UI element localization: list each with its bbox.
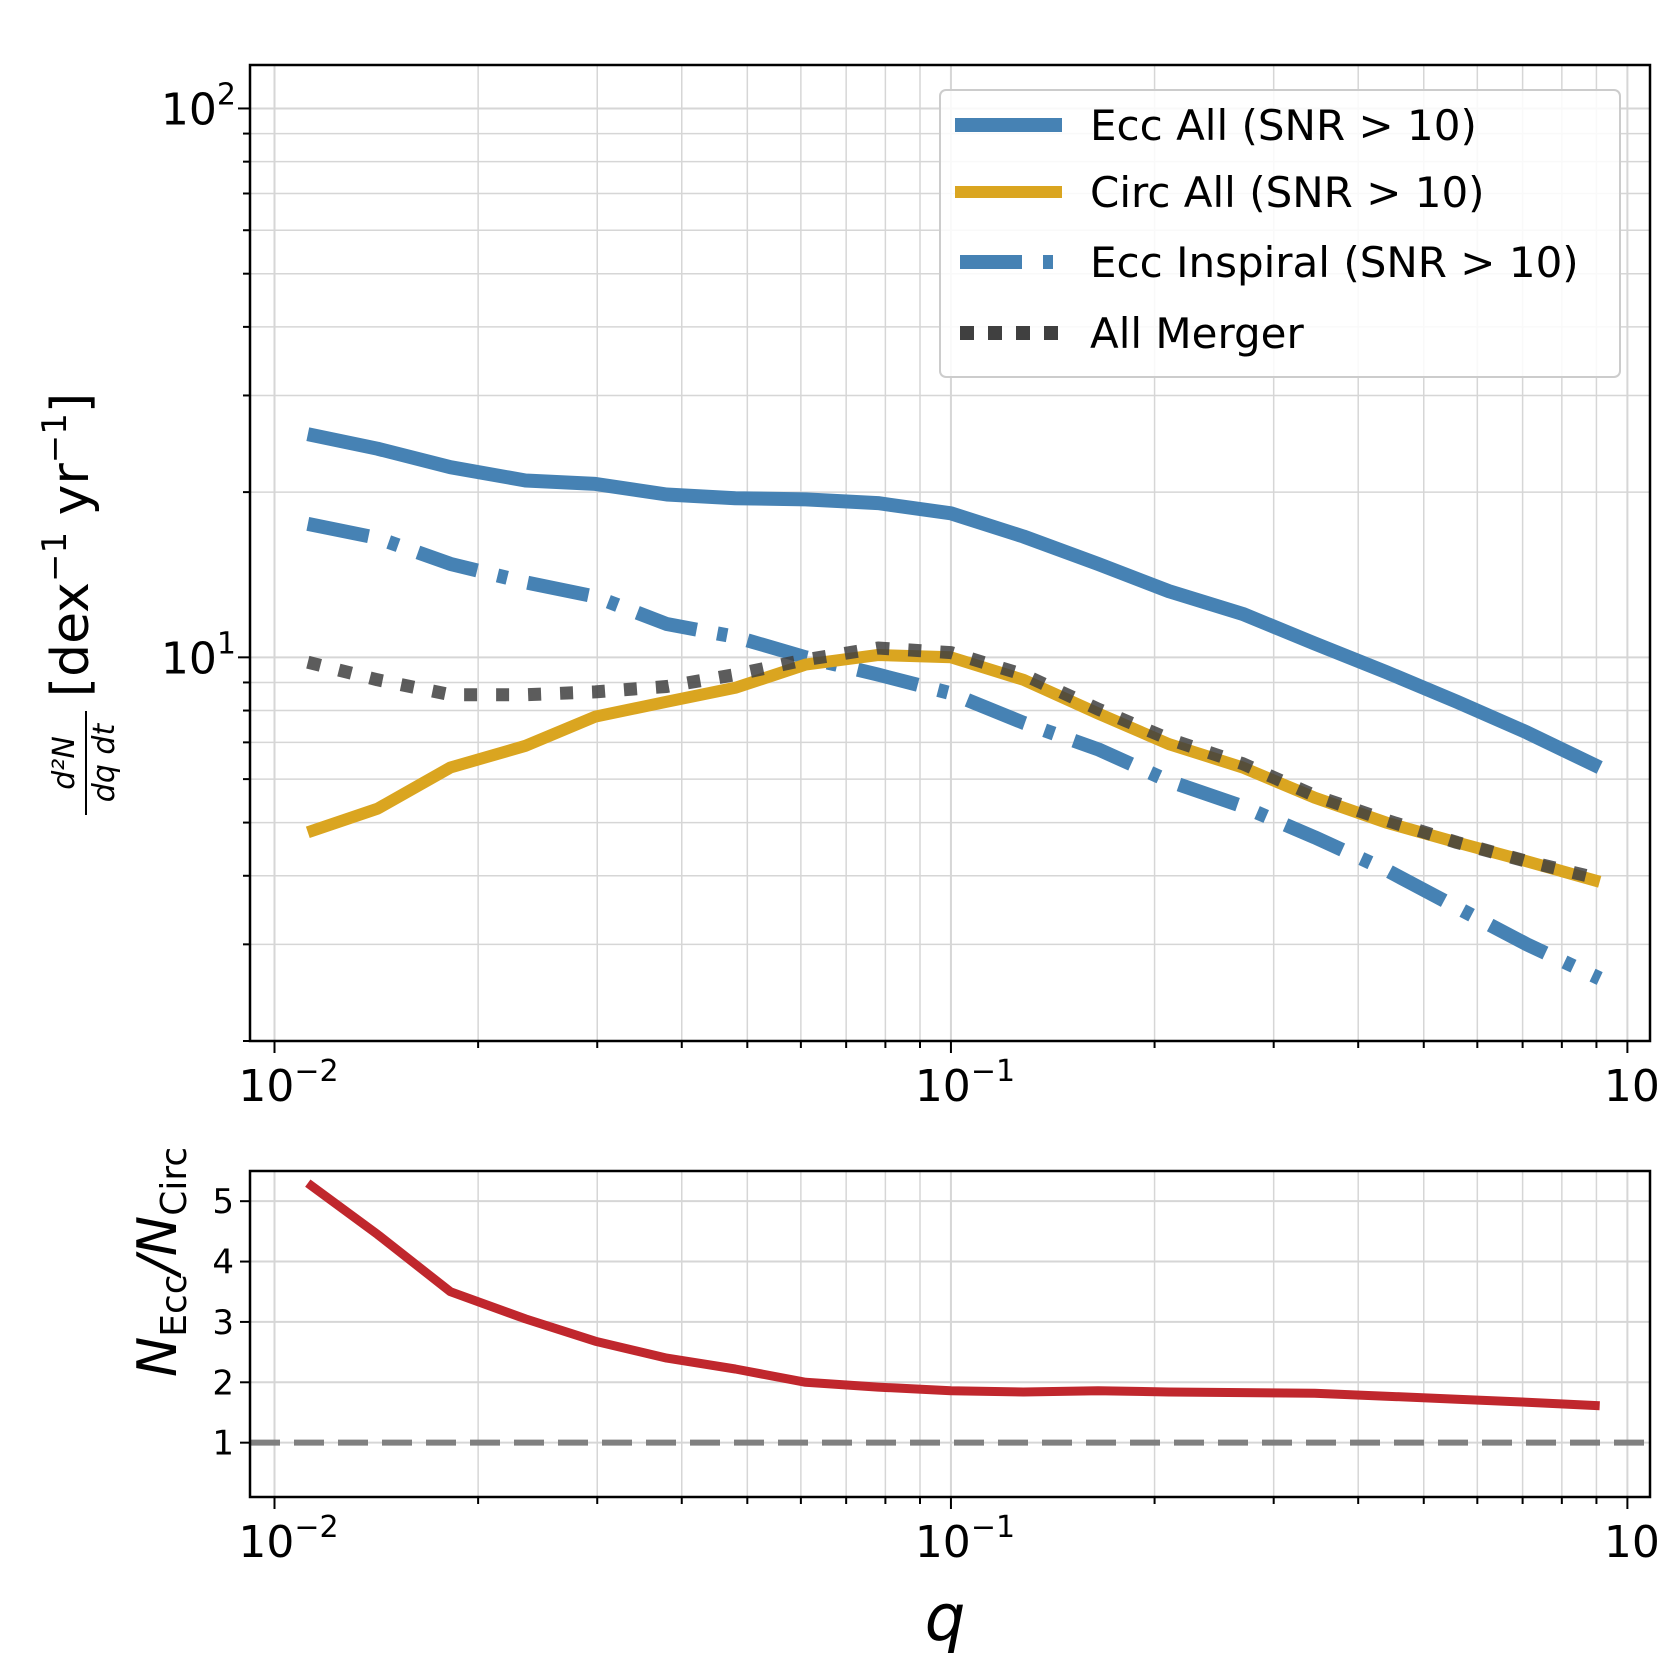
y-frac-numerator: d²N (47, 736, 82, 790)
top-y-axis-fraction: d²N dq dt (47, 711, 122, 815)
bottom-x-tick-label: 100 (1604, 1510, 1661, 1568)
top-ticks (238, 107, 1629, 1053)
bottom-y-tick-label: 4 (212, 1243, 234, 1283)
legend-label-all-merger: All Merger (1090, 309, 1305, 358)
bottom-x-tick-label: 10−1 (915, 1510, 1015, 1568)
series-ecc-all (306, 427, 1603, 774)
bottom-y-axis-label: NEcc/NCirc (126, 1147, 195, 1377)
y-unit-mid: yr (41, 463, 101, 532)
svg-text:[dex−1 yr−1]: [dex−1 yr−1] (35, 393, 101, 697)
bottom-x-tick-label: 10−2 (238, 1510, 338, 1568)
bottom-ticks (240, 1200, 1629, 1509)
top-series (305, 427, 1603, 985)
bottom-y-tick-label: 5 (212, 1182, 234, 1222)
bottom-series (305, 1179, 1600, 1411)
series-all-merger (306, 641, 1602, 886)
top-y-tick-label: 102 (161, 77, 236, 135)
bottom-y-tick-label: 2 (212, 1363, 234, 1403)
top-y-tick-label: 101 (161, 626, 236, 684)
y-n2: N (126, 1216, 189, 1256)
bottom-y-tick-labels: 1 2 3 4 5 (212, 1182, 234, 1463)
y-unit-close: ] (41, 393, 101, 413)
bottom-x-axis-label: q (925, 1582, 966, 1656)
y-n1: N (126, 1337, 189, 1377)
top-x-tick-labels: 10−2 10−1 100 (238, 1054, 1661, 1112)
bottom-panel: 10−2 10−1 100 1 2 3 4 5 NEcc/NCirc q (126, 1147, 1661, 1656)
bottom-x-tick-labels: 10−2 10−1 100 (238, 1510, 1661, 1568)
legend-label-ecc-inspiral: Ecc Inspiral (SNR > 10) (1090, 238, 1579, 287)
legend-box (939, 89, 1621, 378)
top-x-tick-label: 10−1 (915, 1054, 1015, 1112)
bottom-y-tick-label: 3 (212, 1303, 234, 1343)
y-sub1: Ecc (154, 1274, 195, 1336)
legend: Ecc All (SNR > 10) Circ All (SNR > 10) E… (939, 89, 1621, 378)
top-axes-frame (248, 63, 1652, 1043)
top-x-tick-label: 10−2 (238, 1054, 338, 1112)
bottom-axes-frame (248, 1169, 1652, 1499)
y-unit-exp1: −1 (35, 532, 75, 582)
y-sub2: Circ (154, 1147, 195, 1216)
bottom-y-tick-label: 1 (212, 1424, 234, 1464)
y-unit-exp2: −1 (35, 413, 75, 463)
bottom-grid (250, 1171, 1650, 1497)
series-ratio (305, 1179, 1600, 1411)
y-frac-denominator: dq dt (87, 723, 122, 803)
top-y-tick-labels: 101 102 (161, 77, 236, 684)
top-x-tick-label: 100 (1604, 1054, 1661, 1112)
legend-label-circ-all: Circ All (SNR > 10) (1090, 168, 1485, 217)
svg-text:NEcc/NCirc: NEcc/NCirc (126, 1147, 195, 1377)
legend-label-ecc-all: Ecc All (SNR > 10) (1090, 101, 1477, 150)
top-y-axis-label: [dex−1 yr−1] (35, 393, 101, 697)
y-unit-open: [dex (41, 582, 101, 697)
